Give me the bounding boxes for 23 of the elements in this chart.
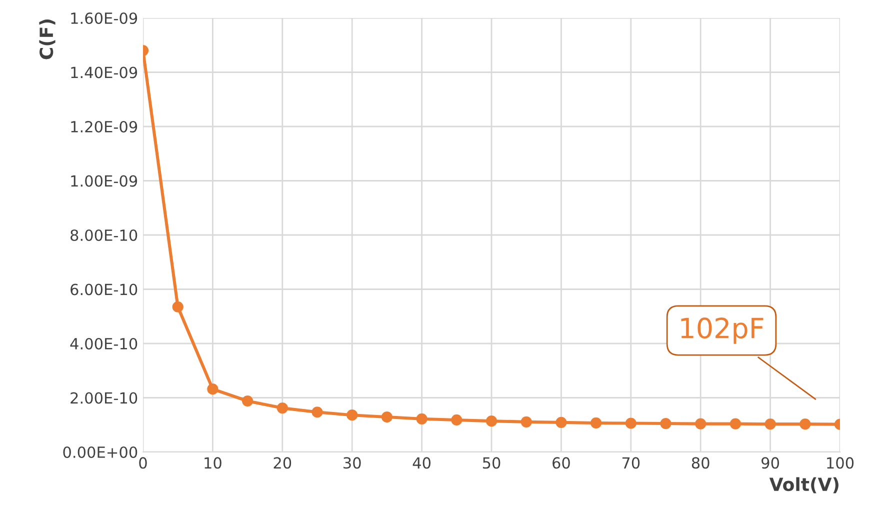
x-tick-label: 40	[412, 457, 431, 469]
y-tick-label: 1.40E-09	[71, 66, 138, 78]
annotation: 102pF	[681, 318, 764, 344]
x-tick-label: 70	[622, 457, 640, 469]
x-tick-label: 60	[552, 457, 570, 469]
y-tick-label: 2.00E-10	[70, 392, 138, 404]
x-tick-label: 90	[762, 457, 780, 469]
x-tick-label: 100	[827, 457, 854, 469]
x-tick-label: 80	[692, 457, 710, 469]
x-tick-label: 30	[344, 457, 361, 469]
y-axis-title: C(F)	[39, 20, 56, 60]
x-tick-label: 0	[139, 457, 147, 469]
y-tick-label: 0.00E+00	[63, 446, 138, 458]
y-tick-label: 6.00E-10	[70, 284, 138, 296]
x-tick-label: 50	[482, 457, 500, 469]
y-tick-label: 1.60E-09	[71, 12, 138, 24]
y-tick-label: 1.00E-09	[71, 175, 138, 187]
y-tick-label: 8.00E-10	[70, 229, 138, 242]
x-tick-label: 10	[204, 457, 222, 469]
y-tick-label: 1.20E-09	[71, 120, 138, 133]
x-axis-title: Volt(V)	[769, 477, 838, 494]
y-tick-label: 4.00E-10	[70, 338, 138, 350]
x-tick-label: 20	[274, 457, 292, 469]
